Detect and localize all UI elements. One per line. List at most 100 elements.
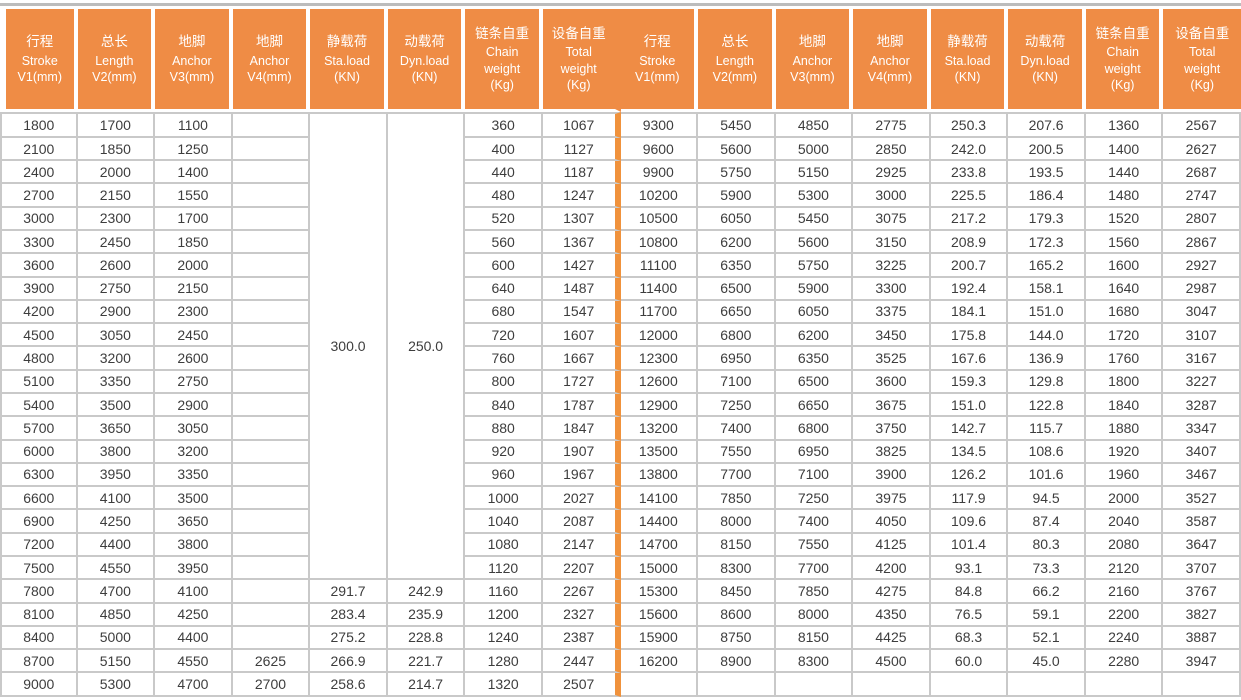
table-cell: 2850 xyxy=(853,137,931,162)
table-row: 1800 1700 1100 300.0 250.0 360 1067 9300 5450 485… xyxy=(0,112,1241,581)
table-row: 6600 4100 3500 1000 2027 14100 7850 7250 3975 117… xyxy=(0,487,1241,511)
table-cell: 2087 xyxy=(542,510,621,534)
table-cell: 8300 xyxy=(775,650,854,674)
table-cell: 8000 xyxy=(775,603,854,627)
table-cell: 13800 xyxy=(620,463,699,488)
table-cell: 3050 xyxy=(77,324,156,348)
table-row: 6300 3950 3350 960 1967 13800 7700 7100 3900 126.… xyxy=(0,463,1241,488)
table-cell: 1547 xyxy=(542,300,621,325)
table-cell: 5100 xyxy=(0,370,78,394)
table-cell: 1440 xyxy=(1085,161,1164,185)
column-header-line: V4(mm) xyxy=(247,70,292,85)
table-cell: 7100 xyxy=(698,370,776,394)
table-cell: 3647 xyxy=(1163,533,1241,557)
table-row: 4200 2900 2300 680 1547 11700 6650 6050 3375 184.… xyxy=(0,300,1241,325)
table-cell: 115.7 xyxy=(1008,417,1086,441)
table-cell: 2080 xyxy=(1085,533,1164,557)
table-cell: 217.2 xyxy=(930,207,1009,231)
table-cell: 233.8 xyxy=(930,161,1009,185)
table-cell: 11700 xyxy=(620,300,699,325)
column-header-line: V3(mm) xyxy=(790,70,835,85)
table-cell xyxy=(698,673,776,697)
table-cell: 207.6 xyxy=(1008,112,1086,138)
header-row: 行程 Stroke V1(mm) 总长 Length V2(mm) 地脚 Anchor V3(m… xyxy=(0,9,1241,112)
table-cell: 1550 xyxy=(155,184,233,208)
table-cell xyxy=(232,207,311,231)
table-cell: 680 xyxy=(465,300,543,325)
table-cell: 6600 xyxy=(0,487,78,511)
table-cell: 2000 xyxy=(77,161,156,185)
table-cell xyxy=(620,673,699,697)
table-cell: 2775 xyxy=(853,112,931,138)
table-cell: 15600 xyxy=(620,603,699,627)
table-cell: 1400 xyxy=(155,161,233,185)
table-cell: 2450 xyxy=(155,324,233,348)
column-header-line: Stroke xyxy=(21,53,58,68)
table-cell: 6500 xyxy=(698,277,776,301)
table-cell: 5150 xyxy=(77,650,156,674)
table-cell: 2700 xyxy=(232,673,311,697)
table-cell: 720 xyxy=(465,324,543,348)
table-cell xyxy=(853,673,931,697)
table-cell: 1307 xyxy=(542,207,621,231)
table-cell: 6050 xyxy=(698,207,776,231)
table-cell: 2000 xyxy=(155,254,233,278)
table-cell: 6950 xyxy=(775,440,854,464)
table-cell: 5150 xyxy=(775,161,854,185)
column-header-line: weight xyxy=(484,61,521,76)
table-cell: 6300 xyxy=(0,463,78,488)
table-cell: 12900 xyxy=(620,393,699,418)
table-cell: 2867 xyxy=(1163,231,1241,255)
table-cell: 11400 xyxy=(620,277,699,301)
table-cell: 11100 xyxy=(620,254,699,278)
table-cell: 8300 xyxy=(698,556,776,581)
table-cell: 2925 xyxy=(853,161,931,185)
table-cell xyxy=(232,347,311,371)
column-header-line: (KN) xyxy=(954,70,981,85)
table-cell: 242.0 xyxy=(930,137,1009,162)
column-header: 总长 Length V2(mm) xyxy=(698,9,776,112)
table-cell: 6350 xyxy=(775,347,854,371)
table-cell: 258.6 xyxy=(310,673,388,697)
column-header: 行程 Stroke V1(mm) xyxy=(620,9,699,112)
table-cell: 1907 xyxy=(542,440,621,464)
table-cell xyxy=(232,277,311,301)
table-cell: 3050 xyxy=(155,417,233,441)
table-cell: 134.5 xyxy=(930,440,1009,464)
table-row: 6000 3800 3200 920 1907 13500 7550 6950 3825 134.… xyxy=(0,440,1241,464)
column-header-line: V2(mm) xyxy=(712,70,758,85)
column-header-line: (Kg) xyxy=(1190,78,1215,93)
table-cell: 5000 xyxy=(77,626,156,651)
table-row: 8700 5150 4550 2625 266.9 221.7 1280 2447 16200 8… xyxy=(0,650,1241,674)
table-cell: 1700 xyxy=(77,112,156,138)
table-cell: 2100 xyxy=(0,137,78,162)
table-cell: 5750 xyxy=(775,254,854,278)
table-cell: 1560 xyxy=(1085,231,1164,255)
column-header-line: 地脚 xyxy=(876,34,904,50)
table-cell: 10800 xyxy=(620,231,699,255)
column-header-line: V1(mm) xyxy=(635,70,680,85)
table-cell: 10200 xyxy=(620,184,699,208)
table-cell xyxy=(232,463,311,488)
table-cell: 7700 xyxy=(775,556,854,581)
table-cell: 214.7 xyxy=(387,673,466,697)
column-header-line: Sta.load xyxy=(944,53,991,68)
table-cell: 186.4 xyxy=(1008,184,1086,208)
table-cell: 1127 xyxy=(542,137,621,162)
table-cell: 400 xyxy=(465,137,543,162)
table-cell: 4050 xyxy=(853,510,931,534)
table-cell: 13200 xyxy=(620,417,699,441)
table-cell: 8600 xyxy=(698,603,776,627)
table-cell: 360 xyxy=(465,112,543,138)
table-cell: 80.3 xyxy=(1008,533,1086,557)
table-cell: 9600 xyxy=(620,137,699,162)
column-header-line: 设备自重 xyxy=(1175,26,1230,42)
table-cell xyxy=(775,673,854,697)
table-cell: 5000 xyxy=(775,137,854,162)
table-cell: 3750 xyxy=(853,417,931,441)
table-cell: 6200 xyxy=(775,324,854,348)
table-cell: 4700 xyxy=(77,580,156,604)
table-cell: 93.1 xyxy=(930,556,1009,581)
table-cell: 1800 xyxy=(0,112,78,138)
table-cell: 108.6 xyxy=(1008,440,1086,464)
